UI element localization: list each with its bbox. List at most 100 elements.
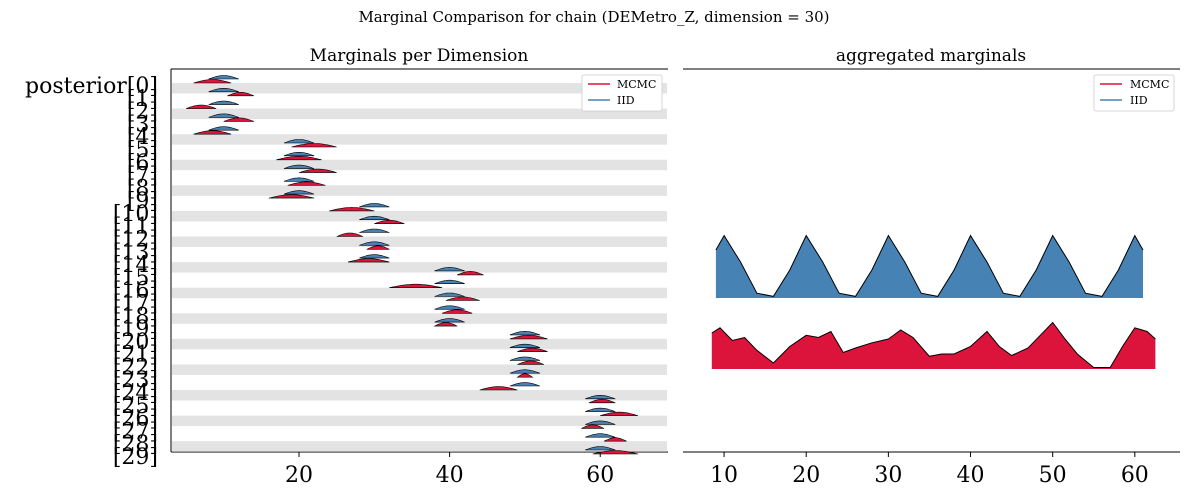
panel-marginals-per-dimension: Marginals per Dimension posterior[0][1][… bbox=[25, 46, 668, 488]
mcmc-ridge bbox=[227, 92, 254, 97]
iid-ridge bbox=[283, 190, 315, 195]
aggregated-ridges bbox=[711, 234, 1156, 369]
mcmc-ridge bbox=[366, 245, 390, 250]
iid-ridge bbox=[585, 446, 616, 451]
iid-ridge bbox=[283, 152, 315, 157]
dimension-label: [28] bbox=[113, 432, 158, 457]
iid-ridge bbox=[585, 420, 616, 425]
iid-ridge bbox=[283, 177, 315, 182]
dimension-label: [18] bbox=[113, 304, 158, 329]
iid-ridge bbox=[509, 343, 541, 348]
dimension-band bbox=[172, 415, 667, 427]
mcmc-ridge bbox=[347, 258, 390, 263]
dimension-label: [23] bbox=[113, 368, 158, 393]
mcmc-ridge bbox=[581, 424, 605, 429]
dimension-label: [1] bbox=[127, 87, 158, 112]
mcmc-ridge bbox=[517, 360, 544, 365]
mcmc-ridge bbox=[433, 322, 458, 327]
iid-ridge bbox=[208, 88, 239, 93]
iid-ridge bbox=[585, 394, 616, 400]
mcmc-ridge bbox=[516, 373, 534, 378]
panel-aggregated-marginals: aggregated marginals 10 20 30 40 50 60 MCMC I… bbox=[683, 46, 1180, 488]
dimension-label: [2] bbox=[127, 100, 158, 125]
dimension-label: [20] bbox=[113, 330, 158, 355]
dimension-label: [29] bbox=[113, 445, 158, 470]
dimension-band bbox=[172, 441, 667, 452]
iid-ridge bbox=[509, 369, 541, 374]
iid-ridge bbox=[509, 356, 541, 361]
iid-ridge bbox=[434, 318, 465, 323]
dimension-label: [21] bbox=[113, 343, 158, 368]
dimension-band bbox=[172, 390, 667, 401]
dimension-label: [27] bbox=[113, 419, 158, 444]
dimension-label: [12] bbox=[113, 228, 158, 253]
dimension-band bbox=[172, 185, 667, 196]
iid-aggregated-area bbox=[715, 235, 1143, 298]
x-tick-label: 40 bbox=[436, 463, 464, 488]
right-panel-title: aggregated marginals bbox=[836, 46, 1026, 66]
iid-ridge bbox=[585, 433, 616, 438]
dimension-label: [5] bbox=[127, 138, 158, 163]
dimension-label: [25] bbox=[113, 394, 158, 419]
iid-ridge bbox=[434, 305, 465, 310]
iid-ridge bbox=[585, 407, 616, 412]
mcmc-ridge bbox=[276, 156, 322, 161]
figure-suptitle: Marginal Comparison for chain (DEMetro_Z… bbox=[358, 8, 829, 26]
x-tick-label: 60 bbox=[586, 463, 614, 488]
right-legend-mcmc-label: MCMC bbox=[1130, 78, 1169, 91]
x-tick-label: 20 bbox=[792, 463, 820, 488]
mcmc-ridge bbox=[193, 130, 232, 135]
mcmc-ridge bbox=[336, 232, 364, 237]
mcmc-ridge bbox=[374, 219, 405, 224]
right-x-ticks: 10 20 30 40 50 60 bbox=[710, 452, 1149, 488]
mcmc-ridge bbox=[329, 207, 375, 212]
mcmc-ridge bbox=[441, 309, 473, 314]
x-tick-label: 20 bbox=[285, 463, 313, 488]
left-x-ticks: 20 40 60 bbox=[285, 452, 614, 488]
mcmc-ridge bbox=[600, 411, 638, 416]
mcmc-ridge bbox=[287, 181, 326, 186]
x-tick-label: 40 bbox=[957, 463, 985, 488]
iid-ridge bbox=[208, 75, 239, 80]
mcmc-ridge bbox=[223, 117, 254, 122]
dimension-label: [6] bbox=[127, 151, 158, 176]
left-panel-title: Marginals per Dimension bbox=[310, 46, 529, 66]
x-tick-label: 30 bbox=[874, 463, 902, 488]
mcmc-ridge bbox=[445, 296, 480, 301]
right-legend: MCMC IID bbox=[1093, 74, 1175, 112]
mcmc-ridge bbox=[268, 194, 315, 199]
dimension-band bbox=[172, 287, 667, 299]
dimension-label: [26] bbox=[113, 407, 158, 432]
dimension-band bbox=[172, 313, 667, 324]
iid-ridge bbox=[359, 254, 390, 259]
mcmc-aggregated-area bbox=[711, 322, 1156, 369]
iid-aggregated-outline bbox=[715, 234, 1144, 297]
iid-ridge bbox=[283, 164, 315, 169]
iid-ridge bbox=[359, 215, 390, 220]
dimension-label: [19] bbox=[113, 317, 158, 342]
mcmc-ridge bbox=[389, 283, 443, 288]
dimension-ridges bbox=[185, 75, 638, 455]
iid-ridge bbox=[208, 126, 239, 131]
dimension-label: [3] bbox=[127, 112, 158, 137]
dimension-labels: posterior[0][1][2][3][4][5][6][7][8][9][… bbox=[25, 74, 158, 470]
mcmc-ridge bbox=[603, 437, 627, 442]
mcmc-ridge bbox=[588, 398, 616, 404]
dimension-bands bbox=[172, 83, 667, 452]
mcmc-ridge bbox=[298, 168, 337, 173]
mcmc-ridge bbox=[517, 347, 548, 352]
dimension-label: [14] bbox=[113, 253, 158, 278]
iid-ridge bbox=[208, 100, 239, 105]
dimension-label: [13] bbox=[113, 240, 158, 265]
iid-ridge bbox=[509, 382, 541, 387]
mcmc-ridge bbox=[509, 335, 548, 340]
x-tick-label: 60 bbox=[1121, 463, 1149, 488]
iid-ridge bbox=[434, 292, 465, 297]
dimension-band bbox=[172, 108, 667, 120]
dimension-label: [10] bbox=[113, 202, 158, 227]
iid-ridge bbox=[434, 267, 465, 272]
x-tick-label: 10 bbox=[710, 463, 738, 488]
dimension-band bbox=[172, 364, 667, 375]
left-legend-mcmc-label: MCMC bbox=[617, 78, 656, 91]
